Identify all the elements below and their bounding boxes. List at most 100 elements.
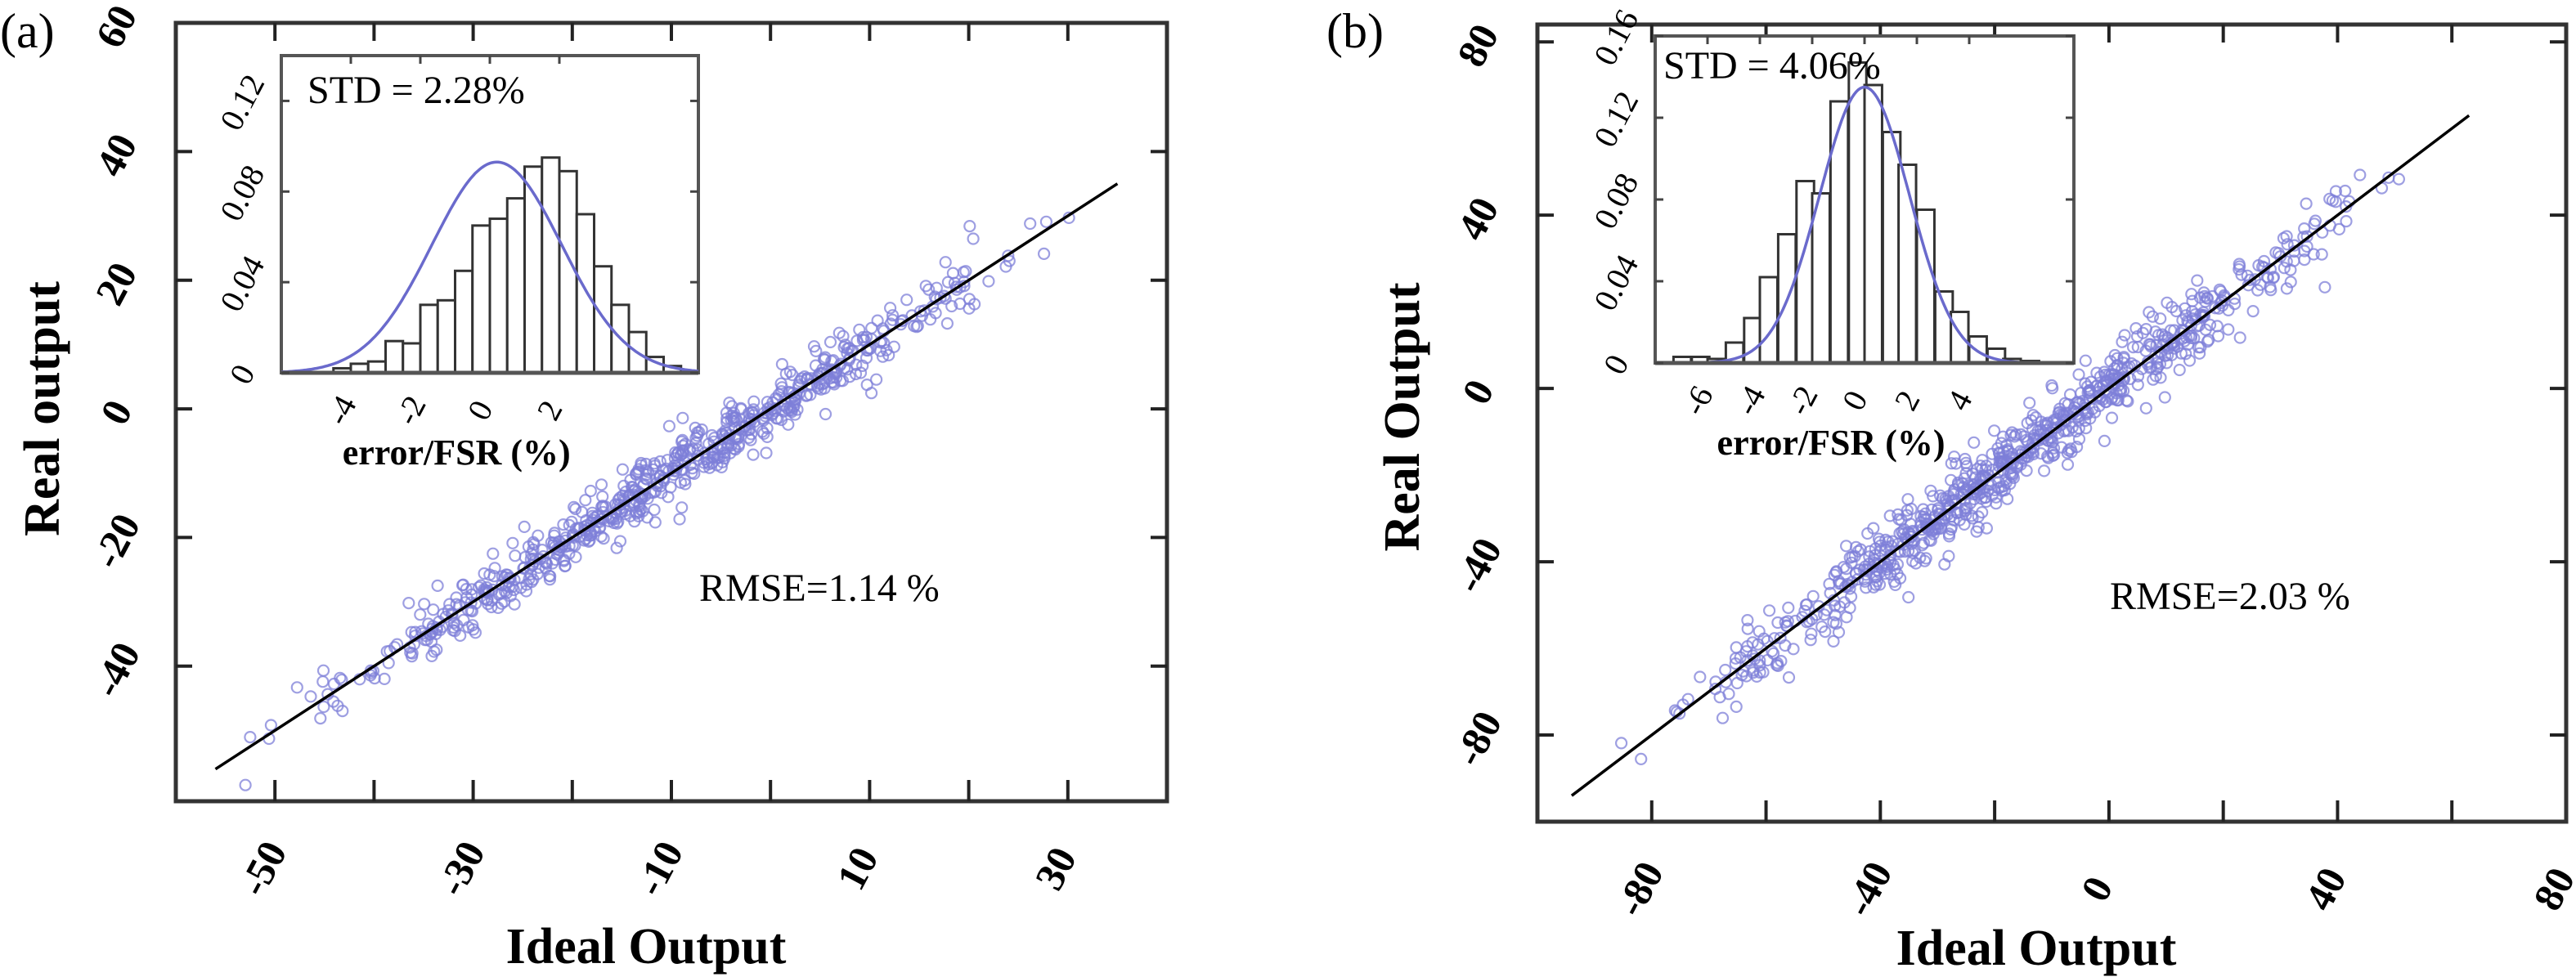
data-point: [378, 672, 391, 686]
inset-y-tick-label: 0.16: [1586, 3, 1646, 71]
data-point: [1872, 532, 1886, 545]
data-point: [1739, 670, 1753, 683]
panel-label: (a): [0, 4, 55, 58]
data-point: [536, 543, 549, 557]
data-point: [1980, 522, 1993, 535]
inset-x-tick-label: -4: [318, 389, 363, 431]
data-point: [2158, 391, 2171, 404]
data-point: [1955, 477, 1969, 490]
data-point: [2143, 306, 2156, 319]
data-point: [1917, 503, 1930, 516]
data-point: [2117, 351, 2130, 364]
data-point: [963, 220, 976, 233]
data-point: [409, 625, 422, 639]
data-point: [2079, 377, 2092, 390]
data-point: [2005, 426, 2018, 439]
data-point: [2233, 262, 2246, 276]
data-point: [865, 321, 878, 334]
fit-line: [214, 182, 1119, 771]
data-point: [2039, 419, 2052, 432]
data-point: [597, 531, 610, 545]
data-point: [1741, 613, 1754, 627]
data-point: [2035, 446, 2048, 460]
data-point: [648, 516, 662, 529]
data-point: [2246, 305, 2260, 318]
y-tick-label: 0: [1452, 372, 1502, 411]
data-point: [2094, 370, 2107, 383]
data-point: [2006, 469, 2019, 483]
data-point: [1694, 670, 1707, 683]
data-point: [498, 585, 512, 598]
inset-x-axis-label: error/FSR (%): [343, 432, 571, 473]
data-point: [726, 411, 739, 424]
data-point: [487, 570, 500, 583]
data-point: [2046, 446, 2059, 459]
data-point: [1892, 508, 1905, 522]
data-point: [793, 374, 806, 388]
data-point: [785, 404, 798, 417]
data-point: [569, 502, 582, 516]
inset-x-tick-label: 2: [1887, 384, 1928, 416]
data-point: [2298, 222, 2311, 235]
data-point: [456, 578, 470, 591]
data-point: [2072, 368, 2085, 381]
data-point: [1746, 636, 1759, 649]
data-point: [2284, 276, 2297, 289]
histogram-bar: [505, 197, 526, 374]
data-point: [2280, 255, 2293, 268]
data-point: [2136, 326, 2149, 339]
inset-x-tick-label: -4: [1727, 379, 1772, 421]
y-tick-label: 60: [87, 0, 146, 55]
data-point: [849, 367, 863, 381]
panel-label: (b): [1326, 4, 1384, 58]
data-point: [1766, 644, 1779, 658]
data-point: [2082, 384, 2095, 397]
data-point: [2211, 329, 2225, 343]
x-axis-label: Ideal Output: [1896, 921, 2177, 976]
data-point: [1002, 249, 1015, 262]
data-point: [2278, 262, 2291, 275]
histogram-bars: [1672, 61, 2040, 365]
data-point: [595, 478, 608, 491]
data-point: [1869, 578, 1883, 591]
data-point: [707, 431, 721, 445]
x-tick-label: 0: [2071, 869, 2121, 908]
inset-y-tick-label: 0.12: [213, 69, 272, 137]
data-point: [2143, 338, 2156, 351]
data-point: [2308, 217, 2321, 231]
data-point: [1838, 596, 1851, 609]
x-tick-label: -30: [428, 833, 494, 903]
data-point: [675, 435, 689, 448]
data-point: [2025, 414, 2038, 427]
x-tick-label: 40: [2296, 860, 2355, 917]
data-point: [2131, 379, 2144, 392]
data-point: [1741, 622, 1754, 635]
data-point: [487, 547, 500, 560]
x-tick-label: -40: [1835, 854, 1901, 923]
data-point: [2318, 280, 2331, 294]
data-point: [1988, 483, 2001, 497]
data-point: [786, 369, 799, 382]
data-point: [2028, 428, 2041, 442]
data-point: [691, 426, 704, 439]
histogram-bar: [1863, 83, 1883, 365]
data-point: [757, 427, 770, 441]
data-point: [698, 446, 711, 459]
std-annotation: STD = 2.28%: [307, 69, 525, 112]
data-point: [760, 446, 773, 459]
data-point: [982, 275, 995, 288]
data-point: [2058, 397, 2071, 410]
data-point: [720, 432, 733, 446]
data-point: [1938, 509, 1951, 522]
data-point: [2281, 238, 2294, 251]
data-point: [613, 535, 627, 548]
data-point: [967, 232, 980, 245]
data-point: [431, 579, 444, 593]
data-point: [616, 463, 630, 476]
x-axis-label: Ideal Output: [506, 919, 787, 975]
data-point: [691, 449, 704, 462]
data-point: [244, 730, 257, 744]
data-point: [2072, 432, 2086, 446]
inset-y-tick-label: 0.04: [1586, 249, 1646, 316]
